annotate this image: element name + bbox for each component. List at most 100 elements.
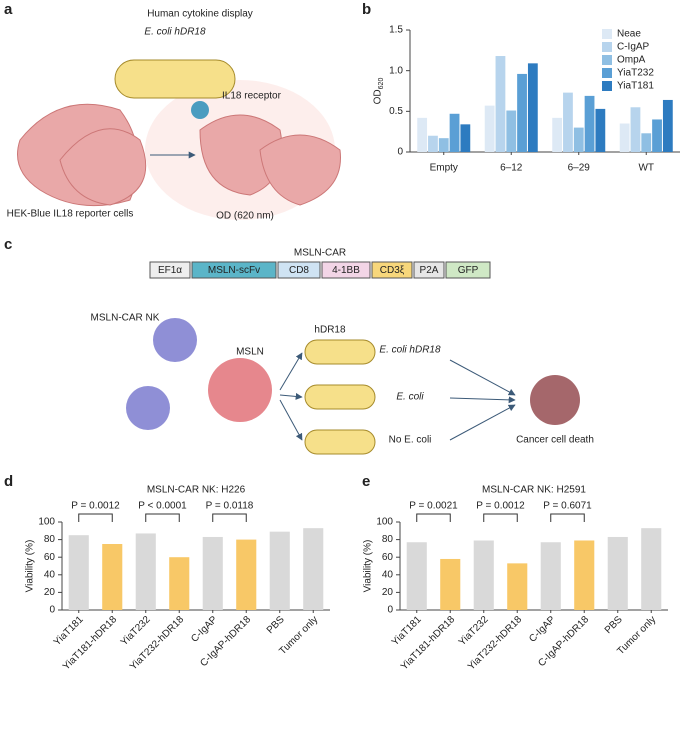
bar <box>102 544 123 610</box>
bar <box>662 99 673 152</box>
y-tick-label: 100 <box>38 517 55 528</box>
bar <box>406 542 427 610</box>
legend-label: C-IgAP <box>617 42 650 53</box>
bar <box>563 92 573 152</box>
bar <box>495 56 506 152</box>
significance-bracket <box>212 513 247 522</box>
construct-label: CD3ξ <box>380 265 405 276</box>
bar <box>449 113 460 152</box>
p-value: P = 0.0012 <box>476 501 525 512</box>
x-tick-label: YiaT232 <box>457 614 491 648</box>
diagram-c: MSLN-CAR MSLN-CAR NK MSLN hDR18 E. coli … <box>91 248 594 455</box>
significance-bracket <box>78 513 113 522</box>
bar <box>460 124 471 152</box>
x-tick-label: C-IgAP <box>189 614 220 645</box>
y-tick-label: 0 <box>387 605 393 616</box>
chart-title: MSLN-CAR NK: H2591 <box>482 485 586 496</box>
legend-label: Neae <box>617 29 641 40</box>
construct-box <box>413 261 445 279</box>
label: Cancer cell death <box>516 435 594 446</box>
x-tick-label: C-IgAP <box>527 614 558 645</box>
bar <box>484 105 495 152</box>
bar <box>517 73 527 152</box>
y-tick-label: 100 <box>376 517 393 528</box>
bar <box>438 138 449 152</box>
x-tick-label: WT <box>638 163 654 174</box>
p-value: P < 0.0001 <box>138 501 187 512</box>
bar <box>169 557 190 610</box>
label: E. coli hDR18 <box>379 345 441 356</box>
arrow <box>449 359 516 396</box>
label: No E. coli <box>389 435 432 446</box>
panel-label: d <box>4 473 13 490</box>
bar <box>473 540 494 610</box>
bar <box>269 531 290 610</box>
bar <box>607 536 628 610</box>
x-tick-label: YiaT181 <box>52 614 86 648</box>
legend-swatch <box>602 81 612 91</box>
bar <box>428 135 438 152</box>
bar <box>236 539 257 610</box>
bar <box>619 123 630 152</box>
y-tick-label: 1.0 <box>389 65 403 76</box>
arrow <box>449 396 516 404</box>
tumor-cell <box>208 358 272 422</box>
x-tick-label: PBS <box>265 614 287 636</box>
nk-cell <box>126 386 170 430</box>
y-axis-label: Viability (%) <box>363 540 374 593</box>
construct-box <box>149 261 191 279</box>
label: HEK-Blue IL18 reporter cells <box>7 209 134 220</box>
bar <box>630 107 641 152</box>
bar <box>506 110 517 152</box>
significance-bracket <box>483 513 518 522</box>
panel-label: c <box>4 236 12 253</box>
p-value: P = 0.0118 <box>206 501 254 512</box>
bar <box>595 108 606 152</box>
bar <box>68 535 89 610</box>
bar <box>641 528 662 610</box>
cell <box>259 134 341 206</box>
diagram-a: Human cytokine display E. coli hDR18 IL1… <box>7 9 341 222</box>
construct-box <box>277 261 321 279</box>
p-value: P = 0.6071 <box>543 501 592 512</box>
p-value: P = 0.0021 <box>409 501 458 512</box>
y-tick-label: 80 <box>382 534 394 545</box>
receptor <box>191 101 209 119</box>
bacterium <box>304 429 376 455</box>
construct-box <box>321 261 371 279</box>
y-axis-label: Viability (%) <box>25 540 36 593</box>
bacterium <box>304 339 376 365</box>
bar <box>202 536 223 610</box>
legend-label: YiaT232 <box>617 68 654 79</box>
bar <box>573 127 584 152</box>
bar <box>584 95 595 152</box>
y-tick-label: 20 <box>382 587 394 598</box>
arrow <box>279 392 303 400</box>
x-tick-label: 6–12 <box>500 163 523 174</box>
legend-swatch <box>602 55 612 65</box>
y-tick-label: 0 <box>397 147 403 158</box>
panel-label: b <box>362 1 371 18</box>
bar <box>440 558 461 610</box>
significance-bracket <box>416 513 451 522</box>
y-tick-label: 80 <box>44 534 56 545</box>
legend-label: OmpA <box>617 55 646 66</box>
y-tick-label: 0.5 <box>389 106 403 117</box>
y-tick-label: 60 <box>382 552 394 563</box>
y-axis-label-sub: 620 <box>378 78 385 90</box>
construct-box <box>371 261 413 279</box>
bar <box>540 542 561 610</box>
label: IL18 receptor <box>222 91 282 102</box>
arrow <box>449 404 516 441</box>
bar <box>303 528 324 610</box>
y-tick-label: 20 <box>44 587 56 598</box>
y-tick-label: 1.5 <box>389 25 403 36</box>
legend-swatch <box>602 29 612 39</box>
y-tick-label: 0 <box>49 605 55 616</box>
bar <box>652 119 662 152</box>
label: E. coli hDR18 <box>144 27 206 38</box>
bar <box>135 533 156 610</box>
construct-label: EF1α <box>158 265 182 276</box>
chart-title: MSLN-CAR NK: H226 <box>147 485 246 496</box>
